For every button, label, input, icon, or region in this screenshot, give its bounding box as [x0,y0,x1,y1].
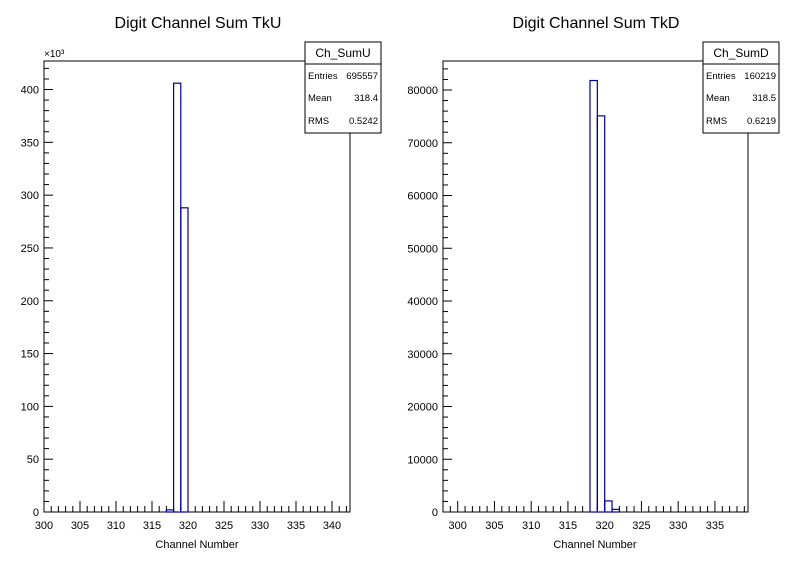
y-tick-label: 10000 [407,454,438,466]
stats-box-frame [304,41,382,134]
stats-mean-label: Mean [706,93,730,104]
histogram-bin [165,509,175,513]
x-tick-label: 330 [251,520,269,532]
stats-box-name: Ch_SumU [315,46,370,60]
stats-entries-label: Entries [308,71,338,82]
y-tick-label: 70000 [407,138,438,150]
histogram-bin [173,82,182,513]
histogram-bin [589,79,598,513]
x-tick-label: 335 [287,520,305,532]
stats-rms-value: 0.5242 [349,116,378,127]
x-tick-label: 320 [596,520,614,532]
y-tick-label: 0 [432,507,438,519]
y-tick-label: 200 [21,296,39,308]
x-tick-label: 340 [323,520,341,532]
x-tick-label: 310 [522,520,540,532]
x-tick-label: 310 [107,520,125,532]
y-tick-label: 30000 [407,349,438,361]
x-tick-label: 305 [485,520,503,532]
y-tick-label: 60000 [407,191,438,203]
x-tick-label: 325 [632,520,650,532]
x-tick-label: 320 [179,520,197,532]
histogram-bin [180,207,189,513]
x-tick-label: 335 [706,520,724,532]
histogram [165,82,189,513]
stats-box: Ch_SumU Entries 695557 Mean 318.4 RMS 0.… [304,41,382,134]
chart-title: Digit Channel Sum TkD [513,15,680,32]
y-axis: 0 50 100 150 200 250 300 350 400 [21,67,53,519]
x-axis-label: Channel Number [553,539,636,551]
y-tick-label: 250 [21,243,39,255]
y-multiplier-label: ×10³ [44,49,65,60]
x-tick-label: 300 [35,520,53,532]
y-tick-label: 400 [21,85,39,97]
histogram-bin [604,500,613,513]
stats-box-name: Ch_SumD [713,46,769,60]
chart-title: Digit Channel Sum TkU [115,15,282,32]
y-tick-label: 0 [33,507,39,519]
stats-entries-value: 695557 [346,71,378,82]
y-tick-label: 50 [27,454,39,466]
y-tick-label: 50000 [407,243,438,255]
stats-rms-label: RMS [706,116,727,127]
y-tick-label: 20000 [407,402,438,414]
stats-box-frame [702,41,780,134]
x-tick-label: 330 [669,520,687,532]
y-axis: 0 10000 20000 30000 40000 50000 60000 70000 8000… [407,68,452,519]
histogram-bin [596,115,606,513]
x-axis: 300 305 310 315 320 325 330 335 340 [35,501,347,532]
plot-frame [43,60,351,513]
y-tick-label: 150 [21,349,39,361]
x-tick-label: 305 [71,520,89,532]
stats-box: Ch_SumD Entries 160219 Mean 318.5 RMS 0.… [702,41,780,134]
x-tick-label: 315 [559,520,577,532]
stats-mean-value: 318.5 [752,93,776,104]
stats-mean-label: Mean [308,93,332,104]
y-tick-label: 300 [21,190,39,202]
x-tick-label: 300 [449,520,467,532]
y-tick-label: 350 [21,137,39,149]
pad-right: Digit Channel Sum TkD 300 305 310 315 320 325… [407,15,780,551]
stats-mean-value: 318.4 [354,93,378,104]
y-tick-label: 100 [21,401,39,413]
stats-rms-label: RMS [308,116,329,127]
histogram-bin [611,508,620,513]
y-tick-label: 40000 [407,296,438,308]
x-axis: 300 305 310 315 320 325 330 335 [442,501,745,532]
stats-entries-label: Entries [706,71,736,82]
plot-frame [442,60,749,513]
histogram [589,79,620,513]
x-tick-label: 325 [215,520,233,532]
y-tick-label: 80000 [407,85,438,97]
stats-rms-value: 0.6219 [747,116,776,127]
x-axis-label: Channel Number [155,539,238,551]
stats-entries-value: 160219 [744,71,776,82]
x-tick-label: 315 [143,520,161,532]
pad-left: Digit Channel Sum TkU ×10³ 300 305 310 315 3… [21,15,382,551]
